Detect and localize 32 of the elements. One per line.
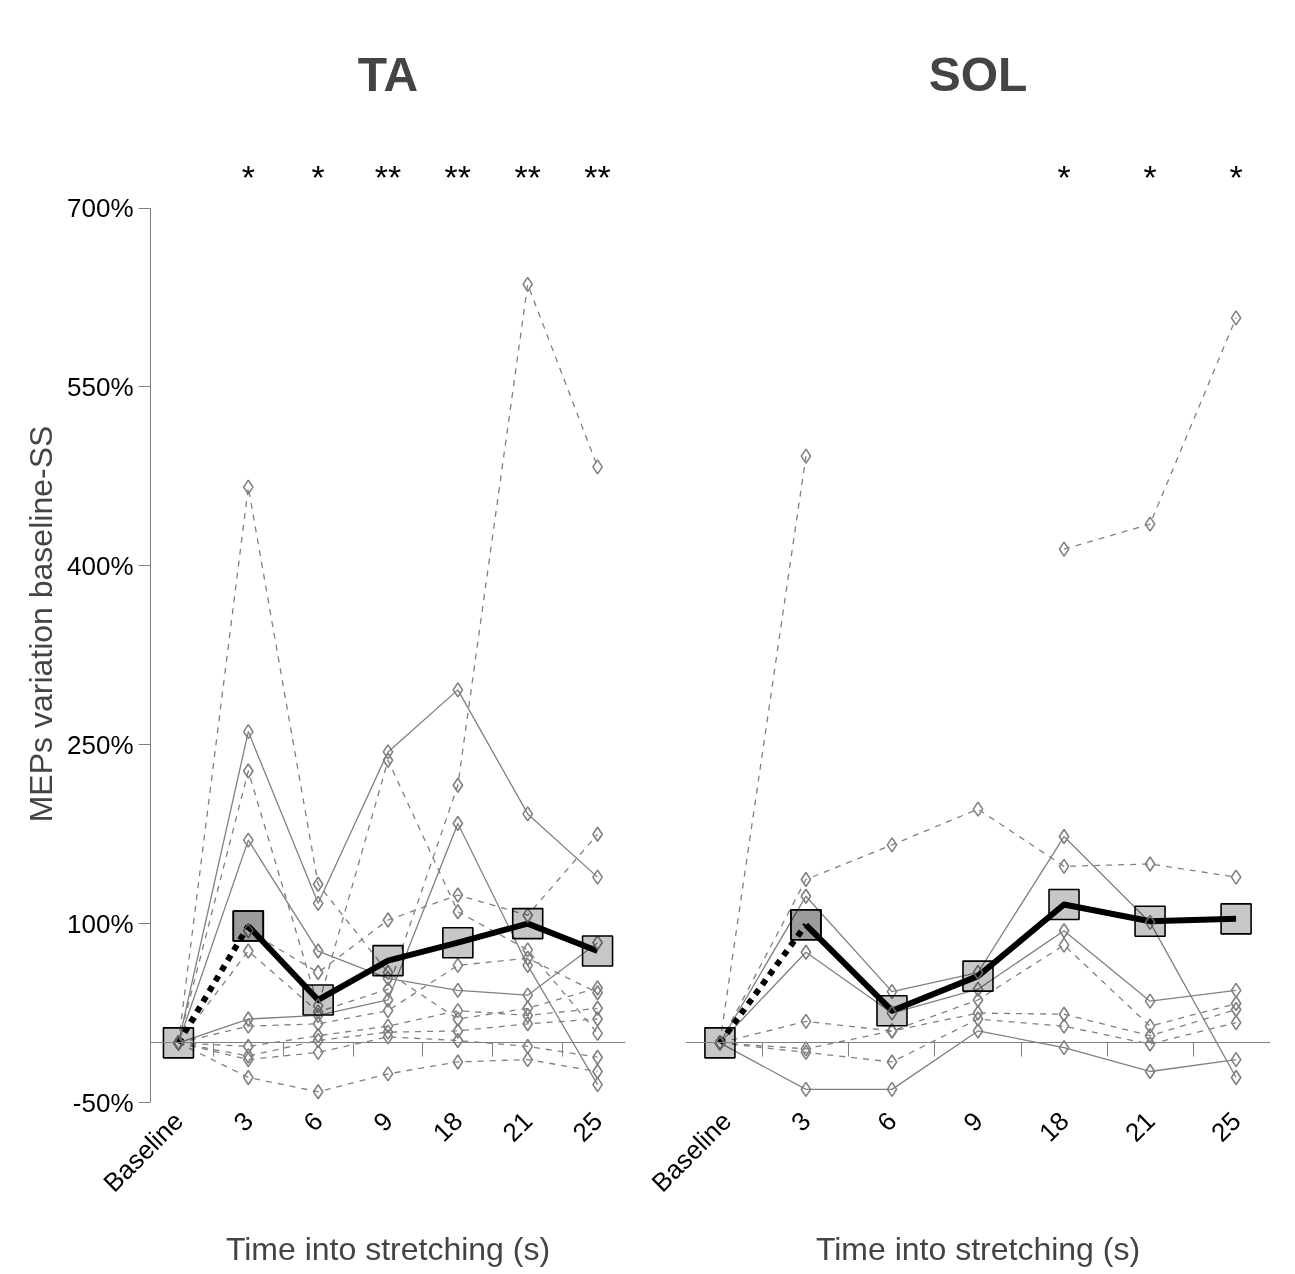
y-tick-label: 700% xyxy=(67,193,134,224)
text: * xyxy=(311,157,325,196)
y-axis-title: MEPs variation baseline-SS xyxy=(23,425,59,823)
text: * xyxy=(1229,157,1243,196)
x-tick-label: 3 xyxy=(785,1105,817,1138)
y-tick-label: 550% xyxy=(67,371,134,402)
text: * xyxy=(1143,157,1157,196)
x-tick-label: 6 xyxy=(871,1105,903,1138)
x-tick-label: 21 xyxy=(1119,1105,1161,1148)
x-axis-title: Time into stretching (s) xyxy=(815,1231,1141,1268)
y-tick-label: 100% xyxy=(67,908,134,939)
text: * xyxy=(1057,157,1071,196)
text: ** xyxy=(584,157,611,196)
x-tick-label: 9 xyxy=(957,1105,989,1138)
x-tick-label: 18 xyxy=(426,1105,469,1148)
text: ** xyxy=(444,157,472,196)
x-tick-label: 6 xyxy=(297,1105,329,1138)
x-axis-title: Time into stretching (s) xyxy=(225,1231,551,1268)
x-tick-label: 18 xyxy=(1032,1105,1075,1148)
y-tick-label: 250% xyxy=(67,729,134,760)
text: ** xyxy=(514,157,541,196)
x-tick-label: 9 xyxy=(367,1105,399,1138)
text: ** xyxy=(374,157,402,196)
y-tick-label: -50% xyxy=(72,1087,134,1118)
y-tick-label: 400% xyxy=(67,550,134,581)
x-tick-label: 3 xyxy=(227,1105,259,1138)
text: * xyxy=(241,157,255,196)
chart-title: SOL xyxy=(928,47,1028,101)
x-tick-label: 21 xyxy=(496,1105,539,1148)
x-tick-label: 25 xyxy=(1205,1105,1247,1148)
chart-title: TA xyxy=(357,47,419,101)
x-tick-label: 25 xyxy=(566,1105,609,1148)
